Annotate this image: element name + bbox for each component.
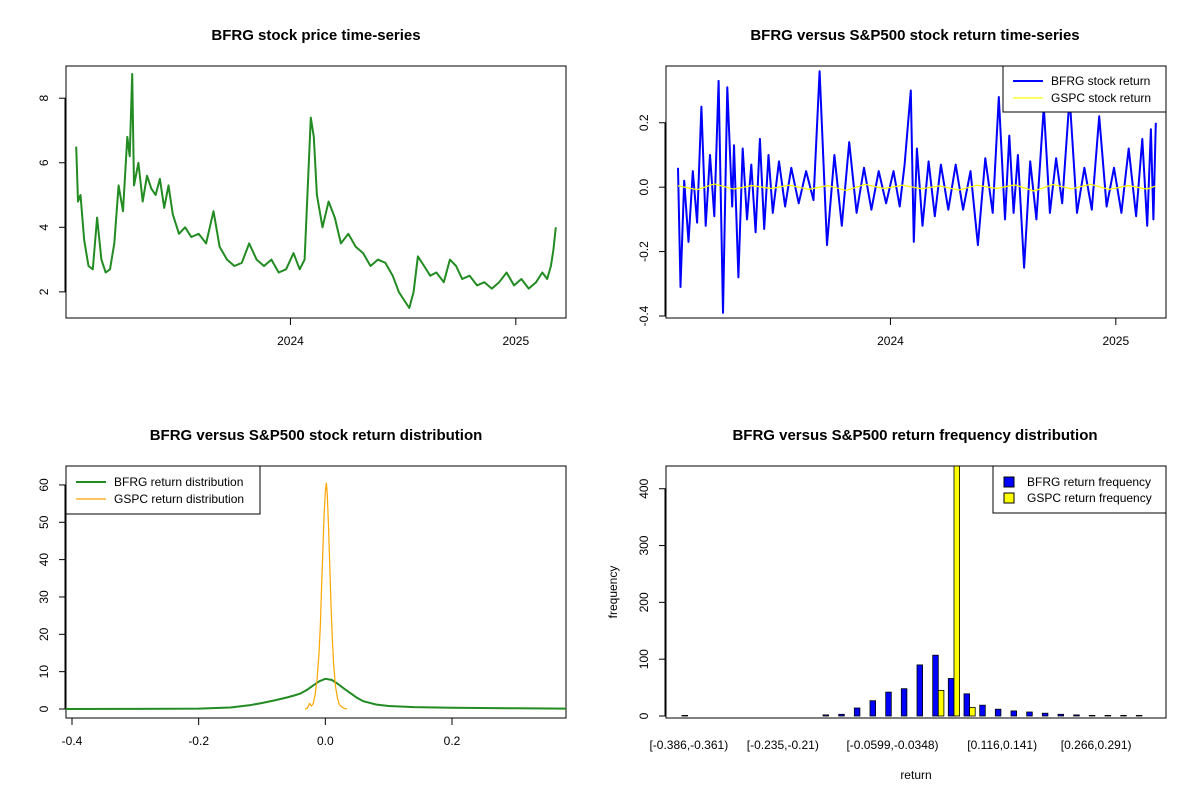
- freq-bar: [869, 700, 876, 717]
- price-y-tick-label: 2: [37, 288, 51, 295]
- freq-bar: [963, 693, 970, 717]
- density-series-line-2: [304, 482, 348, 710]
- freq-y-tick-label: 300: [637, 535, 651, 555]
- density-y-tick-label: 60: [37, 478, 51, 492]
- freq-x-tick-label: [-0.386,-0.361): [649, 738, 728, 752]
- density-chart-title: BFRG versus S&P500 stock return distribu…: [150, 427, 483, 444]
- returns-x-tick-label: 2025: [1102, 334, 1129, 348]
- density-y-tick-label: 10: [37, 665, 51, 679]
- freq-bar: [1010, 710, 1017, 717]
- freq-y-tick-label: 0: [637, 712, 651, 719]
- freq-y-tick-label: 100: [637, 649, 651, 669]
- freq-y-tick-label: 400: [637, 478, 651, 498]
- density-plot-frame: [65, 465, 567, 719]
- freq-bar: [885, 691, 892, 717]
- freq-x-tick-label: [0.266,0.291): [1061, 738, 1132, 752]
- freq-bar: [1135, 715, 1143, 717]
- density-series-line-1: [65, 677, 567, 710]
- freq-bar: [681, 715, 688, 717]
- freq-bar: [1057, 713, 1064, 717]
- returns-legend-label: BFRG stock return: [1051, 74, 1150, 88]
- price-x-tick-label: 2024: [277, 334, 304, 348]
- freq-bar: [937, 690, 945, 717]
- price-series-line: [75, 73, 557, 309]
- freq-bar: [969, 707, 976, 717]
- freq-bar: [1120, 715, 1127, 717]
- freq-legend-box: [992, 465, 1167, 514]
- returns-series-line-2: [677, 183, 1157, 192]
- freq-legend-label: GSPC return frequency: [1027, 491, 1152, 505]
- returns-y-tick-label: -0.4: [637, 305, 651, 326]
- density-y-tick-label: 40: [37, 553, 51, 567]
- freq-x-tick-label: [-0.0599,-0.0348): [846, 738, 938, 752]
- freq-chart-title: BFRG versus S&P500 return frequency dist…: [732, 427, 1097, 444]
- freq-legend-swatch: [1003, 476, 1015, 488]
- returns-legend-label: GSPC stock return: [1051, 91, 1151, 105]
- density-y-tick-label: 20: [37, 627, 51, 641]
- freq-bar: [822, 714, 829, 717]
- freq-bar: [900, 688, 908, 717]
- price-x-tick-label: 2025: [502, 334, 529, 348]
- density-legend-box: [65, 465, 261, 515]
- price-plot-frame: [65, 65, 567, 319]
- price-chart-title: BFRG stock price time-series: [211, 27, 420, 44]
- freq-bar: [1026, 711, 1033, 717]
- density-x-tick-label: 0.2: [444, 734, 461, 748]
- returns-legend-box: [1002, 65, 1167, 113]
- density-x-tick-label: -0.2: [188, 734, 209, 748]
- freq-bar: [947, 678, 955, 717]
- freq-bar: [1073, 714, 1080, 717]
- freq-bar: [994, 708, 1002, 717]
- returns-x-tick-label: 2024: [877, 334, 904, 348]
- returns-chart-title: BFRG versus S&P500 stock return time-ser…: [750, 27, 1079, 44]
- price-y-tick-label: 6: [37, 159, 51, 166]
- density-y-tick-label: 50: [37, 515, 51, 529]
- freq-x-axis-label: return: [900, 768, 931, 782]
- freq-bar: [953, 465, 960, 717]
- density-x-tick-label: 0.0: [317, 734, 334, 748]
- freq-bar: [838, 713, 845, 717]
- freq-bar: [1041, 712, 1049, 717]
- freq-legend-swatch: [1003, 492, 1015, 504]
- density-legend-label: BFRG return distribution: [114, 475, 243, 489]
- returns-y-tick-label: -0.2: [637, 241, 651, 262]
- freq-plot-frame: [665, 465, 1167, 719]
- freq-bar: [916, 664, 923, 717]
- freq-bar: [1104, 715, 1111, 717]
- freq-x-tick-label: [0.116,0.141): [967, 738, 1037, 752]
- density-y-tick-label: 30: [37, 590, 51, 604]
- density-y-tick-label: 0: [37, 705, 51, 712]
- freq-bar: [979, 704, 986, 717]
- freq-x-tick-label: [-0.235,-0.21): [747, 738, 819, 752]
- density-x-tick-label: -0.4: [62, 734, 83, 748]
- returns-plot-frame: [665, 65, 1167, 319]
- freq-y-axis-label: frequency: [606, 566, 620, 619]
- price-y-tick-label: 8: [37, 95, 51, 102]
- density-legend-label: GSPC return distribution: [114, 492, 244, 506]
- freq-bar: [853, 707, 861, 717]
- freq-legend-label: BFRG return frequency: [1027, 475, 1151, 489]
- freq-bar: [932, 654, 939, 717]
- freq-y-tick-label: 200: [637, 592, 651, 612]
- returns-y-tick-label: 0.2: [637, 114, 651, 131]
- returns-y-tick-label: 0.0: [637, 179, 651, 196]
- freq-bar: [1088, 715, 1096, 717]
- price-y-tick-label: 4: [37, 224, 51, 231]
